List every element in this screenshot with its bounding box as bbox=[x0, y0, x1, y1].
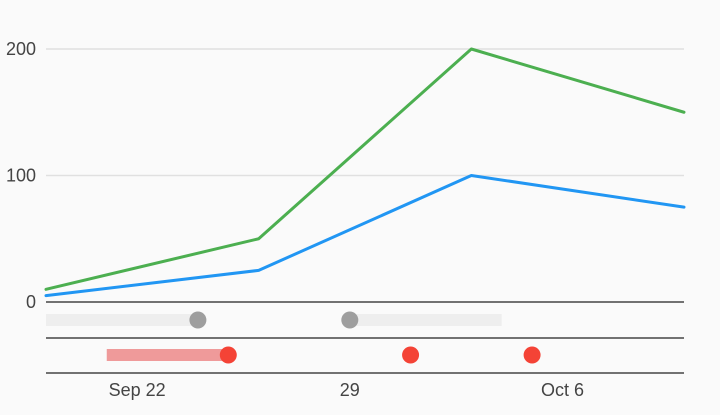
range-point bbox=[219, 346, 237, 364]
series-line-2 bbox=[44, 47, 686, 291]
y-tick-label: 200 bbox=[6, 39, 36, 59]
y-tick-label: 0 bbox=[26, 292, 36, 312]
x-tick-label: Sep 22 bbox=[109, 380, 166, 400]
range-bar bbox=[46, 314, 198, 326]
x-tick-label: 29 bbox=[340, 380, 360, 400]
range-bar bbox=[106, 349, 229, 361]
range-bar bbox=[349, 314, 502, 326]
range-point bbox=[341, 311, 359, 329]
y-tick-label: 100 bbox=[6, 166, 36, 186]
x-tick-label: Oct 6 bbox=[541, 380, 584, 400]
series-line-1 bbox=[44, 174, 686, 298]
range-point bbox=[523, 346, 541, 364]
range-point bbox=[402, 346, 420, 364]
range-point bbox=[189, 311, 207, 329]
